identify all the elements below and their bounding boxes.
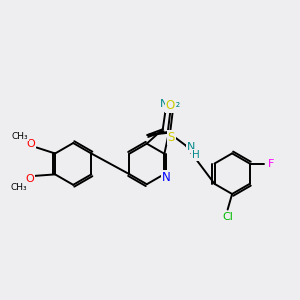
Text: CH₃: CH₃ [12,132,28,141]
Text: F: F [267,158,274,169]
Text: O: O [25,175,34,184]
Text: Cl: Cl [222,212,233,222]
Text: N: N [161,171,170,184]
Text: S: S [168,131,175,144]
Text: N: N [187,142,195,152]
Text: CH₃: CH₃ [11,183,28,192]
Text: O: O [166,99,175,112]
Text: H: H [192,150,200,160]
Text: NH₂: NH₂ [160,100,181,110]
Text: O: O [27,139,36,149]
